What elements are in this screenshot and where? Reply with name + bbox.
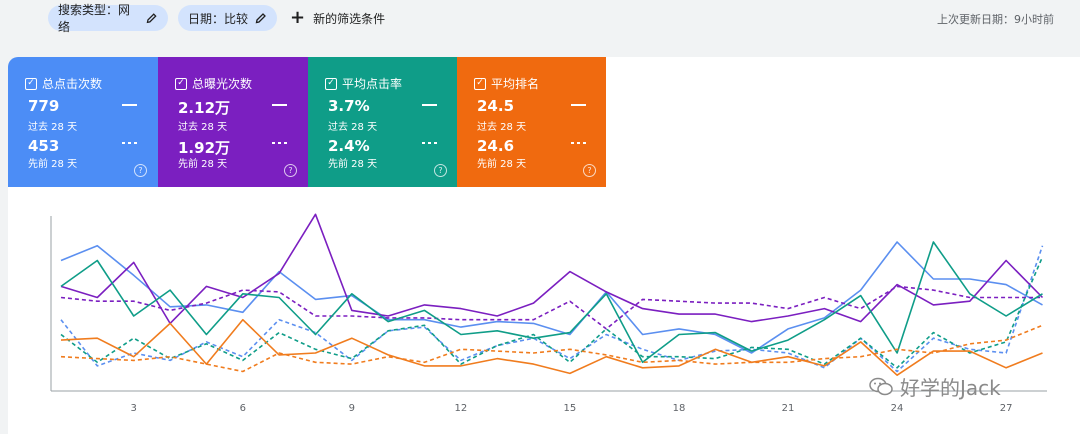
metric-value-current: 24.5 — [477, 97, 515, 115]
series-line — [60, 318, 1043, 376]
solid-line-legend-icon — [122, 104, 137, 106]
solid-line-legend-icon — [272, 104, 287, 106]
dashed-line-legend-icon — [122, 142, 137, 144]
x-tick-label: 21 — [782, 403, 795, 414]
metric-card-header[interactable]: ✓ 平均点击率 — [325, 75, 402, 92]
help-icon[interactable]: ? — [434, 164, 447, 177]
metric-card[interactable]: ✓ 总曝光次数 2.12万过去 28 天 1.92万先前 28 天? — [158, 57, 308, 187]
metric-period-previous: 先前 28 天 — [477, 159, 527, 170]
metric-period-previous: 先前 28 天 — [178, 159, 228, 170]
add-filter-label: 新的筛选条件 — [313, 11, 386, 26]
help-icon[interactable]: ? — [583, 164, 596, 177]
search-type-filter-label: 搜索类型：网络 — [58, 3, 131, 34]
metric-card-header[interactable]: ✓ 总曝光次数 — [175, 75, 252, 92]
x-tick-label: 27 — [1000, 403, 1013, 414]
help-icon[interactable]: ? — [284, 164, 297, 177]
metric-title: 平均排名 — [491, 77, 540, 91]
metric-title: 平均点击率 — [342, 77, 403, 91]
metric-title: 总点击次数 — [42, 77, 103, 91]
metric-value-current: 3.7% — [328, 97, 370, 115]
search-type-filter-chip[interactable]: 搜索类型：网络 — [48, 3, 168, 34]
metric-card[interactable]: ✓ 平均点击率 3.7% 过去 28 天 2.4% 先前 28 天? — [308, 57, 457, 187]
metric-period-current: 过去 28 天 — [477, 122, 527, 133]
metric-value-previous: 24.6 — [477, 137, 515, 155]
metric-value-previous: 453 — [28, 137, 60, 155]
checkbox-checked-icon[interactable]: ✓ — [325, 77, 337, 90]
chat-bubble-icon — [869, 377, 893, 395]
pencil-icon[interactable] — [255, 12, 267, 24]
metric-card[interactable]: ✓ 总点击次数 779 过去 28 天 453 先前 28 天? — [8, 57, 158, 187]
checkbox-checked-icon[interactable]: ✓ — [474, 77, 486, 90]
x-tick-label: 6 — [240, 403, 246, 414]
solid-line-legend-icon — [422, 104, 437, 106]
metric-card-header[interactable]: ✓ 平均排名 — [474, 75, 539, 92]
filter-bar: 搜索类型：网络 日期：比较 + 新的筛选条件 上次更新日期：9小时前 — [0, 0, 1080, 44]
plus-icon: + — [290, 7, 306, 28]
dashed-line-legend-icon — [571, 142, 586, 144]
date-filter-label: 日期：比较 — [188, 11, 249, 26]
watermark-text: 好学的Jack — [900, 376, 1001, 400]
x-tick-label: 15 — [564, 403, 577, 414]
dashed-line-legend-icon — [422, 142, 437, 144]
last-updated-text: 上次更新日期：9小时前 — [937, 13, 1054, 26]
date-filter-chip[interactable]: 日期：比较 — [178, 5, 277, 31]
metric-period-previous: 先前 28 天 — [28, 159, 78, 170]
metric-period-current: 过去 28 天 — [28, 122, 78, 133]
checkbox-checked-icon[interactable]: ✓ — [25, 77, 37, 90]
dashed-line-legend-icon — [272, 142, 287, 144]
help-icon[interactable]: ? — [134, 164, 147, 177]
x-tick-label: 18 — [673, 403, 686, 414]
series-line — [60, 241, 1043, 364]
series-line — [60, 256, 1044, 369]
pencil-icon[interactable] — [146, 12, 158, 24]
metric-period-current: 过去 28 天 — [178, 122, 228, 133]
add-filter-button[interactable]: + 新的筛选条件 — [290, 5, 385, 31]
checkbox-checked-icon[interactable]: ✓ — [175, 77, 187, 90]
series-line — [60, 241, 1043, 354]
metric-card-header[interactable]: ✓ 总点击次数 — [25, 75, 102, 92]
metric-value-current: 2.12万 — [178, 99, 231, 117]
metric-title: 总曝光次数 — [192, 77, 253, 91]
metric-card[interactable]: ✓ 平均排名 24.5 过去 28 天 24.6 先前 28 天? — [457, 57, 606, 187]
metric-value-current: 779 — [28, 97, 60, 115]
x-tick-label: 9 — [349, 403, 355, 414]
metric-value-previous: 1.92万 — [178, 139, 231, 157]
metric-value-previous: 2.4% — [328, 137, 370, 155]
metric-period-current: 过去 28 天 — [328, 122, 378, 133]
series-line — [60, 213, 1044, 325]
watermark: 好学的Jack — [868, 372, 1001, 401]
x-tick-label: 24 — [891, 403, 904, 414]
x-tick-label: 3 — [131, 403, 137, 414]
series-line — [60, 285, 1043, 330]
metric-period-previous: 先前 28 天 — [328, 159, 378, 170]
x-tick-label: 12 — [454, 403, 467, 414]
series-line — [60, 245, 1044, 373]
solid-line-legend-icon — [571, 104, 586, 106]
